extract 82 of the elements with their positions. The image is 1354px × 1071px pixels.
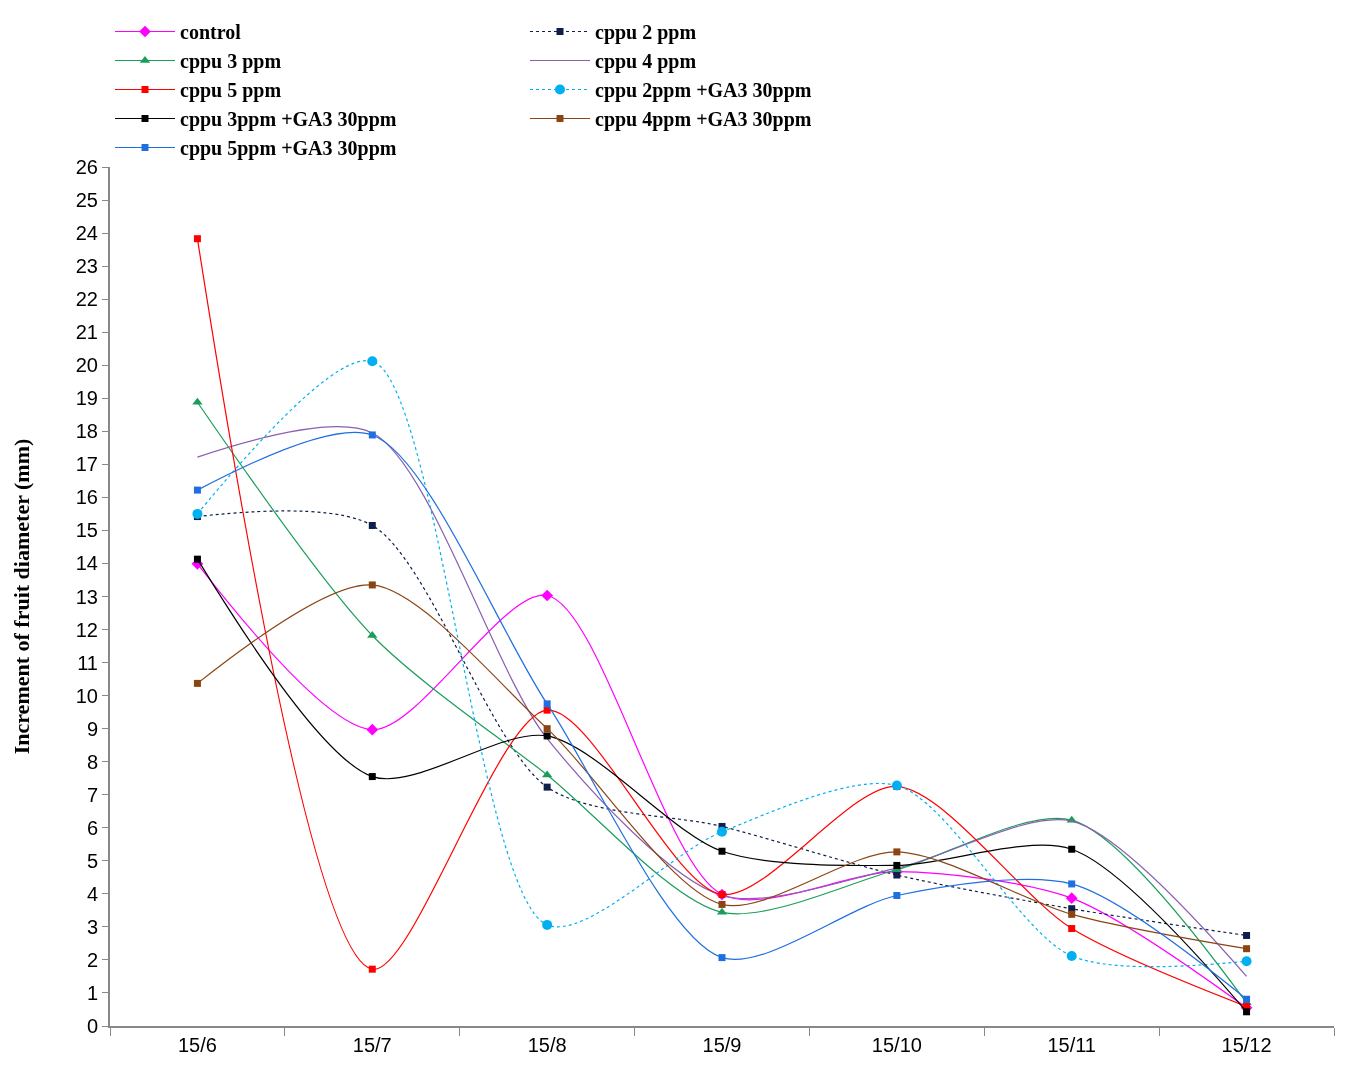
point bbox=[1068, 880, 1076, 888]
y-tick-label: 10 bbox=[75, 684, 98, 707]
x-tick-label: 15/9 bbox=[702, 1034, 742, 1056]
y-tick-label: 1 bbox=[86, 981, 98, 1004]
y-tick-label: 16 bbox=[75, 486, 98, 509]
y-tick-label: 11 bbox=[77, 651, 98, 674]
point bbox=[367, 356, 378, 367]
point bbox=[193, 486, 201, 494]
y-tick-label: 6 bbox=[86, 816, 98, 839]
point bbox=[893, 892, 901, 899]
y-tick-label: 23 bbox=[75, 255, 98, 278]
point bbox=[542, 919, 553, 930]
point bbox=[893, 848, 901, 856]
point bbox=[718, 847, 726, 855]
legend-label: cppu 2ppm +GA3 30ppm bbox=[595, 79, 812, 103]
point bbox=[193, 235, 201, 243]
x-tick-label: 15/7 bbox=[352, 1034, 392, 1056]
point bbox=[368, 773, 376, 781]
point bbox=[368, 581, 376, 589]
y-tick-label: 2 bbox=[86, 948, 98, 971]
point bbox=[1243, 931, 1251, 939]
point bbox=[717, 826, 727, 837]
y-tick-label: 18 bbox=[75, 420, 98, 443]
legend-label: control bbox=[180, 21, 242, 44]
y-tick-label: 8 bbox=[86, 750, 98, 773]
point bbox=[368, 521, 376, 529]
point bbox=[366, 723, 379, 736]
point bbox=[368, 965, 376, 973]
point bbox=[1241, 956, 1252, 967]
point bbox=[1068, 925, 1076, 933]
y-tick-label: 3 bbox=[86, 915, 98, 938]
point bbox=[192, 508, 203, 519]
point bbox=[1065, 892, 1078, 904]
point bbox=[543, 732, 551, 740]
point bbox=[1243, 945, 1251, 953]
point bbox=[718, 900, 726, 908]
legend-label: cppu 5ppm +GA3 30ppm bbox=[180, 137, 397, 161]
point bbox=[543, 725, 551, 733]
y-tick-label: 0 bbox=[86, 1015, 98, 1037]
point bbox=[718, 954, 726, 962]
y-tick-label: 14 bbox=[75, 552, 98, 575]
point bbox=[367, 630, 378, 638]
point bbox=[1066, 950, 1077, 961]
legend-label: cppu 2 ppm bbox=[595, 21, 697, 45]
point bbox=[1068, 845, 1076, 853]
y-tick-label: 20 bbox=[75, 354, 98, 377]
y-tick-label: 25 bbox=[75, 189, 98, 212]
x-tick-label: 15/10 bbox=[871, 1034, 922, 1056]
point bbox=[368, 431, 376, 439]
point bbox=[193, 679, 201, 687]
point bbox=[1068, 910, 1076, 918]
legend-label: cppu 3ppm +GA3 30ppm bbox=[180, 108, 397, 132]
y-tick-label: 13 bbox=[75, 585, 98, 608]
y-tick-label: 22 bbox=[75, 288, 98, 311]
x-tick-label: 15/6 bbox=[177, 1034, 217, 1056]
point bbox=[543, 700, 551, 708]
y-tick-label: 5 bbox=[86, 849, 98, 872]
y-tick-label: 26 bbox=[75, 156, 98, 178]
point bbox=[1243, 1008, 1251, 1016]
y-tick-label: 9 bbox=[86, 717, 98, 740]
x-tick-label: 15/8 bbox=[527, 1034, 567, 1056]
y-tick-label: 17 bbox=[75, 453, 98, 476]
point bbox=[893, 861, 901, 869]
point bbox=[543, 706, 551, 714]
y-tick-label: 12 bbox=[75, 618, 98, 641]
y-tick-label: 21 bbox=[75, 321, 98, 344]
point bbox=[541, 589, 553, 602]
legend-label: cppu 3 ppm bbox=[180, 50, 282, 74]
y-tick-label: 15 bbox=[75, 519, 98, 542]
y-tick-label: 24 bbox=[75, 222, 98, 245]
y-axis-title: Increment of fruit diameter (mm) bbox=[9, 438, 35, 755]
legend-label: cppu 4 ppm bbox=[595, 50, 697, 74]
point bbox=[893, 871, 901, 879]
y-tick-label: 7 bbox=[86, 783, 98, 806]
point bbox=[543, 783, 551, 791]
x-tick-label: 15/11 bbox=[1047, 1034, 1096, 1056]
x-tick-label: 15/12 bbox=[1221, 1034, 1272, 1056]
legend-label: cppu 4ppm +GA3 30ppm bbox=[595, 108, 812, 132]
point bbox=[193, 555, 201, 563]
legend-label: cppu 5 ppm bbox=[180, 79, 282, 103]
y-tick-label: 4 bbox=[86, 882, 98, 905]
y-tick-label: 19 bbox=[75, 387, 98, 410]
